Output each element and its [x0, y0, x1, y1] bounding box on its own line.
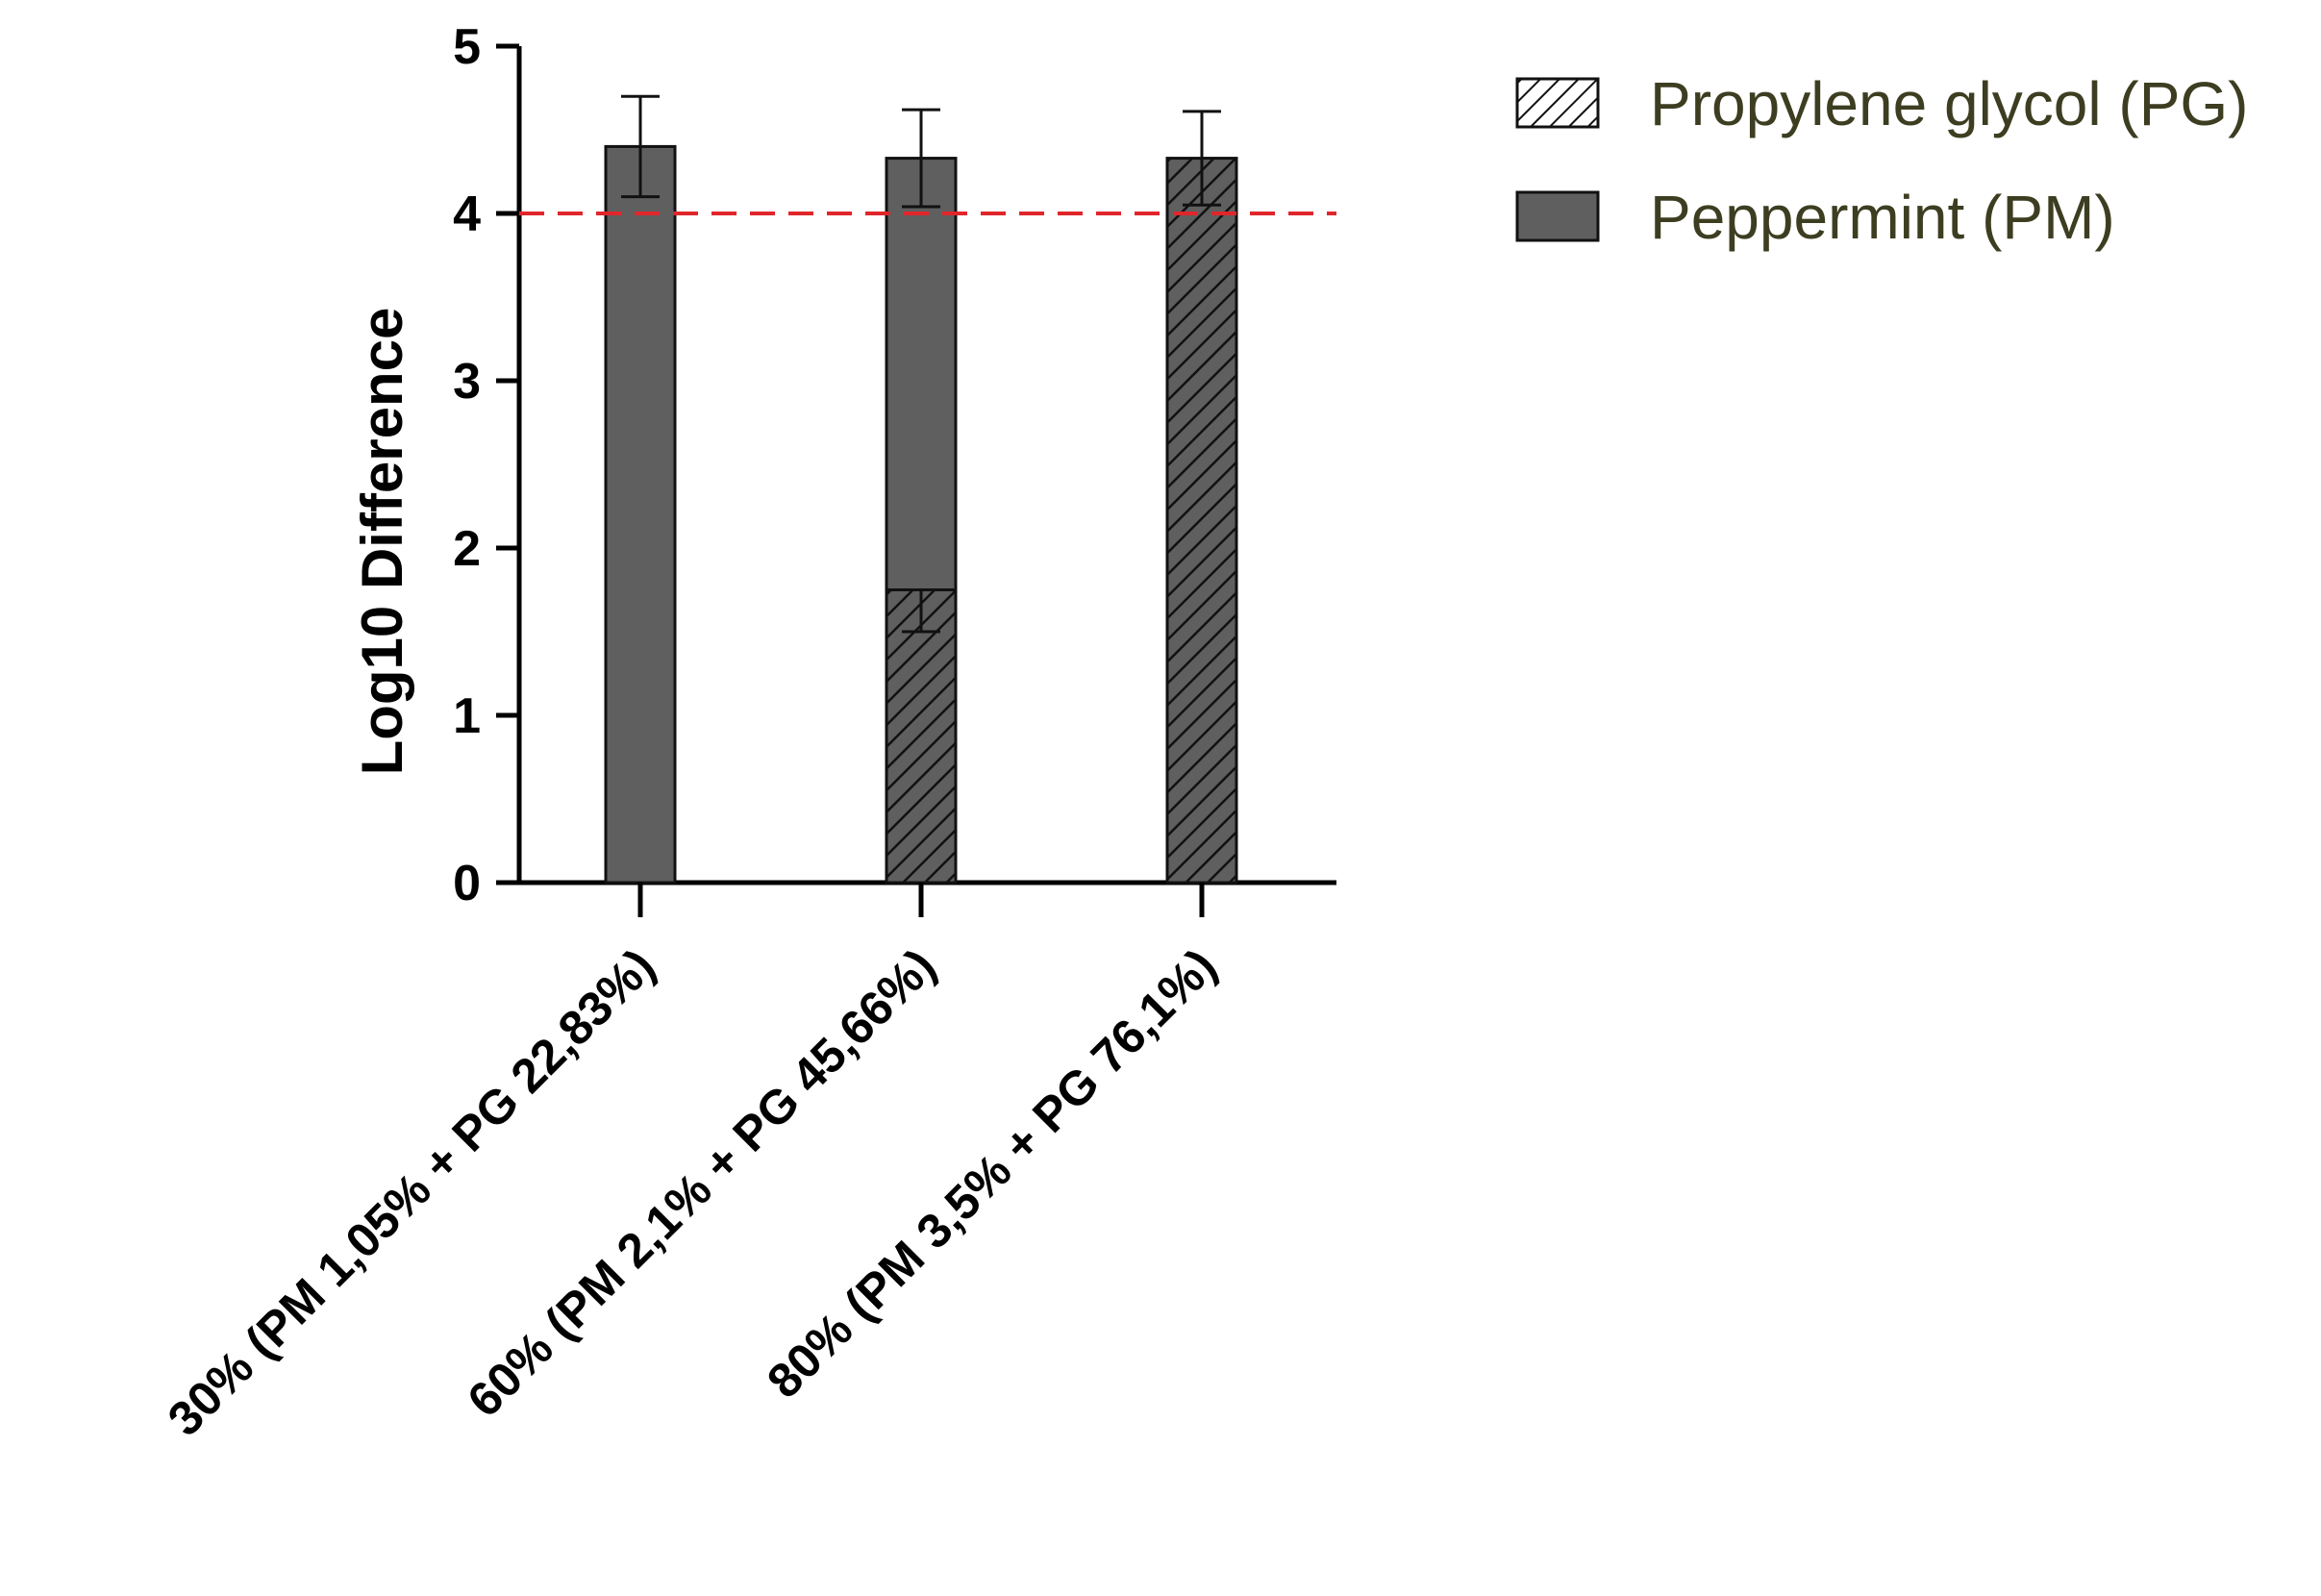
x-tick-label: 80% (PM 3,5% + PG 76,1%) — [757, 938, 1227, 1409]
legend-swatch-pg — [1515, 77, 1600, 129]
legend-label-pg: Propylene glycol (PG) — [1650, 69, 2248, 138]
bar-pg — [885, 588, 958, 885]
y-tick-label: 3 — [453, 354, 481, 410]
legend-label-pm: Peppermint (PM) — [1650, 183, 2115, 252]
y-tick-label: 5 — [453, 19, 481, 75]
x-tick-label: 30% (PM 1,05% + PG 22,83%) — [158, 938, 665, 1446]
plot-area: 0 1 2 3 4 5 30% (PM 1,05% + PG 22,83%)60% (PM … — [158, 19, 1336, 1446]
y-tick-label: 4 — [453, 187, 481, 242]
bar-pm — [604, 144, 677, 885]
y-tick-label: 1 — [453, 688, 481, 744]
y-tick-label: 2 — [453, 521, 481, 577]
bar-pm — [885, 157, 958, 592]
y-tick-label: 0 — [453, 856, 481, 911]
legend-swatch-pm — [1515, 190, 1600, 242]
y-axis-title-group: Log10 Difference — [350, 308, 414, 776]
bar-pg — [1165, 157, 1238, 885]
y-axis-title: Log10 Difference — [350, 308, 414, 776]
x-tick-label: 60% (PM 2,1% + PG 45,66%) — [457, 938, 945, 1427]
legend: Propylene glycol (PG) Peppermint (PM) — [1515, 69, 2248, 252]
